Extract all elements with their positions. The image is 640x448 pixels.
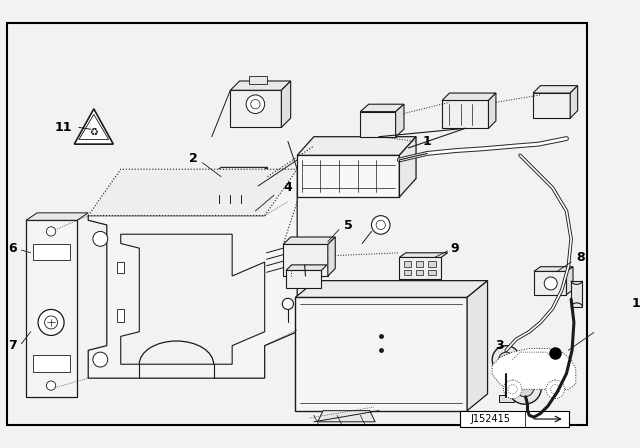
Polygon shape [328, 237, 335, 276]
Circle shape [550, 385, 560, 394]
Circle shape [38, 310, 64, 336]
Polygon shape [284, 237, 335, 245]
Bar [571, 280, 582, 306]
Circle shape [371, 215, 390, 234]
Text: 1: 1 [423, 135, 431, 148]
Text: 7: 7 [8, 339, 17, 352]
Text: 11: 11 [54, 121, 72, 134]
Bar [404, 261, 412, 267]
Circle shape [47, 227, 56, 236]
Polygon shape [258, 168, 268, 195]
Polygon shape [230, 90, 282, 127]
Polygon shape [488, 93, 496, 128]
Polygon shape [297, 137, 416, 155]
Bar [33, 355, 70, 372]
Polygon shape [533, 93, 570, 118]
Circle shape [282, 298, 294, 310]
Bar [416, 261, 424, 267]
Bar [499, 395, 513, 402]
Bar [117, 262, 124, 273]
Circle shape [508, 371, 541, 404]
Polygon shape [297, 155, 399, 197]
Bar [404, 270, 412, 275]
Polygon shape [566, 267, 573, 295]
Bar [460, 411, 569, 427]
Polygon shape [88, 169, 297, 378]
Circle shape [251, 99, 260, 109]
Polygon shape [88, 169, 297, 215]
Polygon shape [26, 220, 77, 397]
Circle shape [546, 380, 564, 399]
Polygon shape [284, 245, 328, 276]
Polygon shape [317, 411, 375, 422]
Bar [117, 309, 124, 323]
Polygon shape [295, 280, 488, 297]
Text: 3: 3 [495, 339, 504, 352]
Polygon shape [286, 271, 321, 288]
Circle shape [45, 316, 58, 329]
Polygon shape [442, 100, 488, 128]
Polygon shape [533, 86, 578, 93]
Polygon shape [360, 112, 396, 137]
Text: 9: 9 [451, 241, 460, 254]
Text: 5: 5 [344, 220, 353, 233]
Bar [249, 76, 268, 84]
Circle shape [93, 232, 108, 246]
Polygon shape [399, 137, 416, 197]
Polygon shape [212, 175, 258, 195]
Circle shape [503, 380, 522, 399]
Polygon shape [79, 114, 109, 139]
Text: 6: 6 [8, 241, 17, 254]
Polygon shape [399, 253, 447, 258]
Polygon shape [360, 104, 404, 112]
Circle shape [499, 352, 513, 367]
Text: 10: 10 [632, 297, 640, 310]
Polygon shape [26, 213, 88, 220]
Polygon shape [513, 352, 556, 360]
Text: J152415: J152415 [470, 414, 510, 424]
Bar [416, 270, 424, 275]
Polygon shape [534, 271, 566, 295]
Polygon shape [492, 349, 576, 389]
Polygon shape [442, 93, 496, 100]
Text: 2: 2 [189, 151, 198, 164]
Polygon shape [399, 258, 441, 279]
Polygon shape [74, 109, 113, 144]
Polygon shape [121, 234, 265, 364]
Polygon shape [295, 297, 467, 411]
Polygon shape [212, 168, 268, 175]
Bar [428, 270, 436, 275]
Polygon shape [286, 265, 327, 271]
Bar [428, 261, 436, 267]
Circle shape [492, 346, 520, 374]
Polygon shape [534, 267, 573, 271]
Text: 8: 8 [576, 251, 585, 264]
Circle shape [544, 277, 557, 290]
Circle shape [246, 95, 265, 113]
Polygon shape [230, 81, 291, 90]
Circle shape [376, 220, 385, 229]
Circle shape [515, 378, 534, 397]
Bar [33, 244, 70, 260]
Polygon shape [467, 280, 488, 411]
Text: ♻: ♻ [90, 126, 98, 136]
Polygon shape [570, 86, 578, 118]
Polygon shape [396, 104, 404, 137]
Circle shape [47, 381, 56, 390]
Circle shape [508, 385, 517, 394]
Text: 4: 4 [284, 181, 292, 194]
Circle shape [93, 352, 108, 367]
Polygon shape [282, 81, 291, 127]
